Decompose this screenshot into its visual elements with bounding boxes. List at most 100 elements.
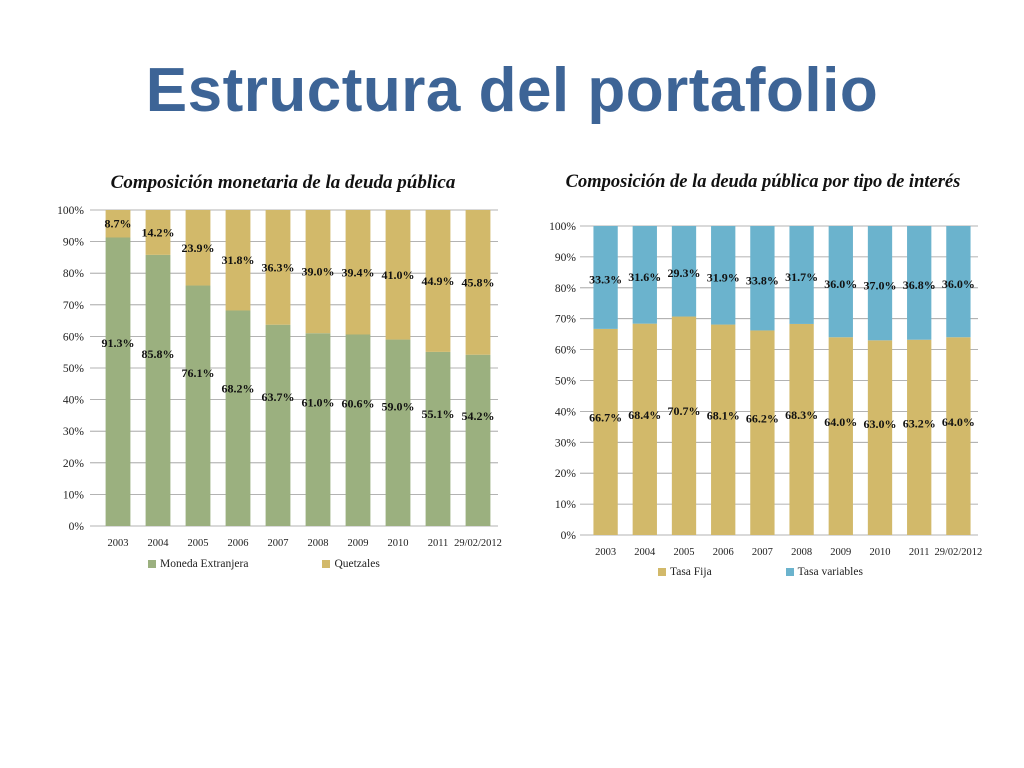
chart-title: Composición de la deuda pública por tipo… xyxy=(565,172,961,192)
chart-title: Composición monetaria de la deuda públic… xyxy=(110,172,456,193)
chart-legend: Moneda Extranjera Quetzales xyxy=(148,558,380,570)
y-tick-label: 40% xyxy=(63,395,85,407)
chart-plot: 0% 10% 20% 30% 40% 50% 60% 70% 80% 90% 100% 2003 200… xyxy=(57,205,502,549)
chart-interest-type-composition: Composición de la deuda pública por tipo… xyxy=(538,168,988,588)
x-tick-label: 2008 xyxy=(308,538,329,549)
x-tick-label: 2008 xyxy=(791,547,812,558)
x-tick-label: 29/02/2012 xyxy=(934,547,982,558)
bar-segment xyxy=(671,316,697,535)
data-label: 66.7% xyxy=(589,411,622,425)
chart-legend: Tasa Fija Tasa variables xyxy=(658,566,863,578)
y-tick-label: 60% xyxy=(555,345,577,357)
bar-segment xyxy=(750,226,775,331)
x-tick-label: 29/02/2012 xyxy=(454,538,502,549)
data-label: 36.0% xyxy=(942,277,975,291)
bar-segment xyxy=(185,210,211,286)
x-tick-label: 2006 xyxy=(228,538,249,549)
data-label: 61.0% xyxy=(302,395,335,409)
data-label: 23.9% xyxy=(182,241,215,255)
legend-item: Tasa Fija xyxy=(658,566,712,578)
slide-title: Estructura del portafolio xyxy=(145,56,879,125)
data-label: 44.9% xyxy=(422,274,455,288)
data-label: 8.7% xyxy=(105,217,132,231)
data-label: 68.1% xyxy=(707,408,740,422)
y-tick-label: 50% xyxy=(555,376,577,388)
y-tick-label: 20% xyxy=(555,468,577,480)
bar-segment xyxy=(465,210,491,355)
chart-monetary-composition: Composición monetaria de la deuda públic… xyxy=(48,168,518,580)
bar-segment xyxy=(593,226,618,329)
x-tick-label: 2010 xyxy=(870,547,891,558)
legend-item: Moneda Extranjera xyxy=(148,558,248,570)
legend-label: Tasa Fija xyxy=(670,566,712,578)
x-tick-label: 2009 xyxy=(348,538,369,549)
bar-segment xyxy=(946,337,971,535)
bar-segment xyxy=(593,328,618,535)
y-tick-label: 70% xyxy=(555,314,577,326)
y-tick-label: 90% xyxy=(63,237,85,249)
y-tick-label: 20% xyxy=(63,458,85,470)
x-tick-label: 2005 xyxy=(188,538,209,549)
data-label: 33.8% xyxy=(746,273,779,287)
bar-segment xyxy=(711,226,736,325)
y-tick-label: 80% xyxy=(63,268,85,280)
x-tick-label: 2004 xyxy=(634,547,656,558)
bar-segment xyxy=(265,324,291,526)
data-label: 55.1% xyxy=(422,407,455,421)
data-label: 39.4% xyxy=(342,265,375,279)
data-label: 63.2% xyxy=(903,417,936,431)
data-label: 64.0% xyxy=(824,415,857,429)
bar-segment xyxy=(145,210,171,255)
bar-segment xyxy=(305,210,331,334)
bar-segment xyxy=(465,354,491,526)
legend-item: Tasa variables xyxy=(785,566,863,578)
bar-segment xyxy=(345,334,371,526)
data-label: 37.0% xyxy=(864,278,897,292)
data-label: 76.1% xyxy=(182,366,215,380)
data-label: 70.7% xyxy=(668,404,701,418)
data-label: 31.8% xyxy=(222,253,255,267)
legend-swatch xyxy=(148,560,156,568)
bar-segment xyxy=(828,226,853,338)
y-tick-label: 10% xyxy=(555,499,577,511)
data-label: 39.0% xyxy=(302,265,335,279)
data-label: 59.0% xyxy=(382,399,415,413)
y-tick-label: 40% xyxy=(555,406,577,418)
y-tick-label: 10% xyxy=(63,489,85,501)
x-tick-label: 2010 xyxy=(388,538,409,549)
data-label: 66.2% xyxy=(746,411,779,425)
data-label: 85.8% xyxy=(142,347,175,361)
bar-segment xyxy=(946,226,971,338)
bar-segment xyxy=(105,237,131,526)
data-label: 14.2% xyxy=(142,225,175,239)
bar-segment xyxy=(305,333,331,526)
bar-segment xyxy=(265,210,291,325)
bar-segment xyxy=(385,339,411,526)
y-tick-label: 90% xyxy=(555,252,577,264)
bar-segment xyxy=(867,340,893,535)
data-label: 45.8% xyxy=(462,275,495,289)
data-label: 60.6% xyxy=(342,396,375,410)
legend-label: Quetzales xyxy=(334,558,380,570)
data-label: 68.4% xyxy=(628,408,661,422)
legend-label: Tasa variables xyxy=(797,566,863,578)
bar-segment xyxy=(225,310,251,526)
data-label: 63.7% xyxy=(262,390,295,404)
data-label: 68.3% xyxy=(785,408,818,422)
y-tick-label: 100% xyxy=(549,221,576,233)
bar-segment xyxy=(671,226,697,317)
data-label: 68.2% xyxy=(222,381,255,395)
x-tick-label: 2006 xyxy=(713,547,734,558)
x-tick-label: 2003 xyxy=(595,547,616,558)
x-tick-label: 2009 xyxy=(830,547,851,558)
bar-segment xyxy=(828,337,853,535)
x-tick-label: 2003 xyxy=(108,538,129,549)
x-tick-label: 2005 xyxy=(674,547,695,558)
y-tick-label: 30% xyxy=(63,426,85,438)
bar-segment xyxy=(632,323,657,535)
legend-label: Moneda Extranjera xyxy=(160,558,249,570)
bar-segment xyxy=(789,226,814,324)
bar-segment xyxy=(385,210,411,340)
y-tick-label: 50% xyxy=(63,363,85,375)
data-label: 31.7% xyxy=(785,270,818,284)
